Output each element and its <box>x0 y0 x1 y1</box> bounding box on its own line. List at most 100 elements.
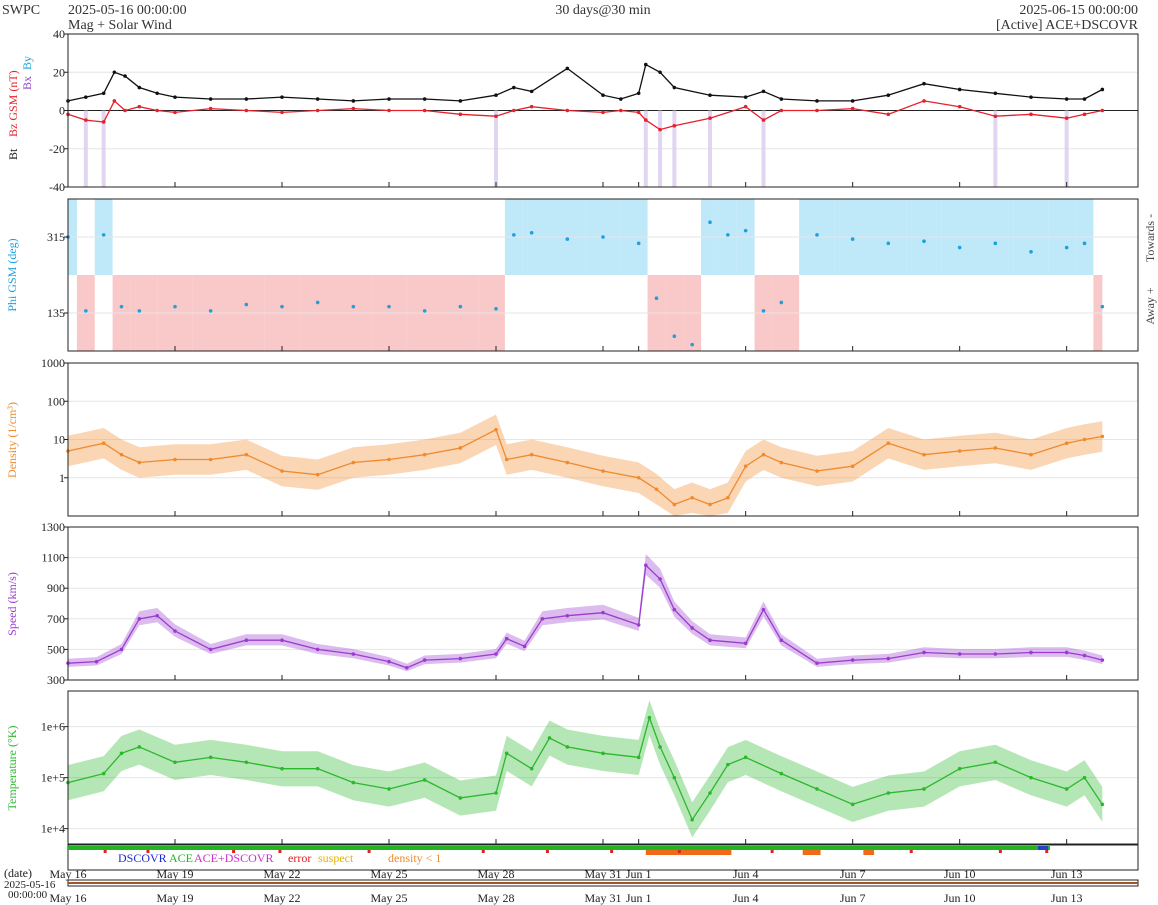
speed-point <box>815 661 819 665</box>
phi-point <box>690 342 694 347</box>
bz-point <box>422 108 427 113</box>
bz-point <box>1029 112 1033 117</box>
density-point <box>280 469 284 473</box>
phi-ytick-label: 315 <box>47 230 65 244</box>
density-point <box>886 441 891 446</box>
error-mark <box>545 850 549 853</box>
speed-point <box>957 652 962 656</box>
bt-point <box>886 93 891 97</box>
speed-point <box>244 638 249 643</box>
error-mark <box>146 850 150 853</box>
phi-point <box>761 309 766 313</box>
speed-line <box>67 563 1103 669</box>
date-tick-label: May 31 <box>585 867 622 881</box>
legend-density: density < 1 <box>388 851 441 865</box>
phi-point <box>422 309 427 313</box>
date-tick-label: Jun 10 <box>944 891 976 905</box>
bt-point <box>155 91 159 96</box>
first-date-label: 2025-05-16 <box>4 879 56 891</box>
bt-point <box>458 99 463 103</box>
phi-point <box>315 300 320 305</box>
temperature-point <box>1029 775 1033 780</box>
bt-point <box>619 97 623 101</box>
date-tick-label: May 19 <box>157 867 194 881</box>
phi-point <box>708 220 712 225</box>
speed-point <box>672 607 677 612</box>
away-label: Away + <box>1143 287 1157 325</box>
temperature-point <box>886 791 891 795</box>
temperature-point <box>647 715 652 720</box>
legend-error: error <box>288 851 311 865</box>
bt-point <box>137 85 142 90</box>
phi-point <box>726 233 730 237</box>
density-point <box>636 475 641 480</box>
speed-point <box>405 665 409 670</box>
bz-point <box>84 118 88 122</box>
bt-point <box>351 99 356 103</box>
legend-ace-dscovr: ACE+DSCOVR <box>194 851 273 865</box>
bz-point <box>529 104 534 109</box>
date-tick-label: May 22 <box>264 867 301 881</box>
speed-point <box>504 636 509 641</box>
speed-point <box>1029 650 1033 655</box>
bt-point <box>173 95 177 99</box>
speed-point <box>173 629 177 633</box>
speed-frame <box>67 526 1139 681</box>
date-tick-label: Jun 4 <box>733 867 759 881</box>
temperature-point <box>922 787 926 791</box>
bt-point <box>993 91 998 96</box>
phi-point <box>119 304 124 309</box>
phi-point <box>387 304 391 309</box>
temperature-frame <box>67 690 1139 845</box>
speed-ytick-label: 700 <box>47 612 65 626</box>
start-time: 2025-05-16 00:00:00 <box>68 3 187 18</box>
temperature-point <box>957 766 962 771</box>
bz-line <box>67 99 1103 131</box>
density-point <box>601 469 605 473</box>
density-point <box>726 495 730 500</box>
phi-panel: 135 315 Phi GSM (deg) Towards - Away + <box>5 198 1157 352</box>
temperature-point <box>1100 802 1105 807</box>
bt-point <box>422 97 427 101</box>
error-mark <box>909 850 913 853</box>
subtitle: Mag + Solar Wind <box>68 18 172 33</box>
temperature-point <box>726 762 730 767</box>
speed-point <box>119 647 124 652</box>
density-ytick-label: 1 <box>59 471 65 485</box>
density-frame <box>67 362 1139 517</box>
speed-point <box>208 647 213 652</box>
phi-point <box>529 230 534 235</box>
phi-point <box>779 300 784 305</box>
date-tick-label: May 16 <box>50 891 87 905</box>
date-tick-label: May 16 <box>50 867 87 881</box>
bt-point <box>84 95 88 99</box>
density-point <box>137 460 142 465</box>
speed-point <box>601 610 605 615</box>
density-point <box>815 469 819 473</box>
phi-point <box>565 237 570 241</box>
bz-point <box>743 104 748 109</box>
density-point <box>779 460 784 465</box>
speed-ytick-label: 900 <box>47 581 65 595</box>
density-point <box>351 460 356 465</box>
bt-point <box>280 95 284 99</box>
density-point <box>119 452 124 457</box>
bt-point <box>815 99 819 103</box>
error-mark <box>103 850 107 853</box>
error-mark <box>677 850 681 853</box>
bz-point <box>208 106 213 111</box>
speed-point <box>494 652 498 656</box>
date-tick-label: May 19 <box>157 891 194 905</box>
temperature-point <box>280 766 284 771</box>
date-axis-bottom: May 16 May 19 May 22 May 25 May 28 May 31 Jun … <box>50 891 1083 905</box>
speed-point <box>779 638 784 643</box>
first-time-label: 00:00:00 <box>8 889 48 901</box>
temperature-point <box>387 787 391 791</box>
temperature-ytick-label: 1e+4 <box>41 822 65 836</box>
phi-point <box>1064 245 1069 250</box>
speed-ytick-label: 300 <box>47 673 65 687</box>
mag-ylabel-bt: Bt <box>6 148 20 160</box>
temperature-point <box>244 760 249 765</box>
density-point <box>922 452 926 457</box>
bz-south-bar <box>993 110 998 187</box>
